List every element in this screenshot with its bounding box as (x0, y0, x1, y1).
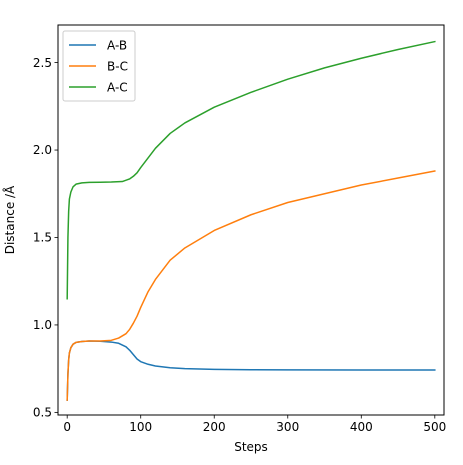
x-axis-label: Steps (234, 440, 268, 454)
series-line-b-c (66, 170, 436, 401)
x-tick-label: 200 (203, 420, 226, 434)
legend-frame (62, 30, 136, 102)
y-axis-label: Distance /Å (2, 185, 17, 254)
series-line-a-c (66, 40, 436, 300)
x-tick-label: 500 (423, 420, 446, 434)
plot-lines (66, 40, 436, 401)
x-tick-label: 400 (350, 420, 373, 434)
x-axis-ticks: 0 100 200 300 400 500 (63, 415, 446, 434)
y-tick-label: 2.0 (33, 143, 52, 157)
y-tick-label: 0.5 (33, 406, 52, 420)
x-tick-label: 0 (63, 420, 71, 434)
y-tick-label: 2.5 (33, 56, 52, 70)
y-axis-ticks: 0.5 1.0 1.5 2.0 2.5 (33, 56, 58, 420)
legend-label-a-c: A-C (107, 81, 128, 95)
x-tick-label: 300 (276, 420, 299, 434)
legend: A-B B-C A-C (62, 30, 136, 102)
plot-frame (57, 24, 445, 416)
y-tick-label: 1.5 (33, 231, 52, 245)
y-tick-label: 1.0 (33, 318, 52, 332)
legend-label-b-c: B-C (107, 60, 128, 74)
legend-label-a-b: A-B (107, 39, 127, 53)
series-line-a-b (66, 340, 436, 401)
x-tick-label: 100 (129, 420, 152, 434)
